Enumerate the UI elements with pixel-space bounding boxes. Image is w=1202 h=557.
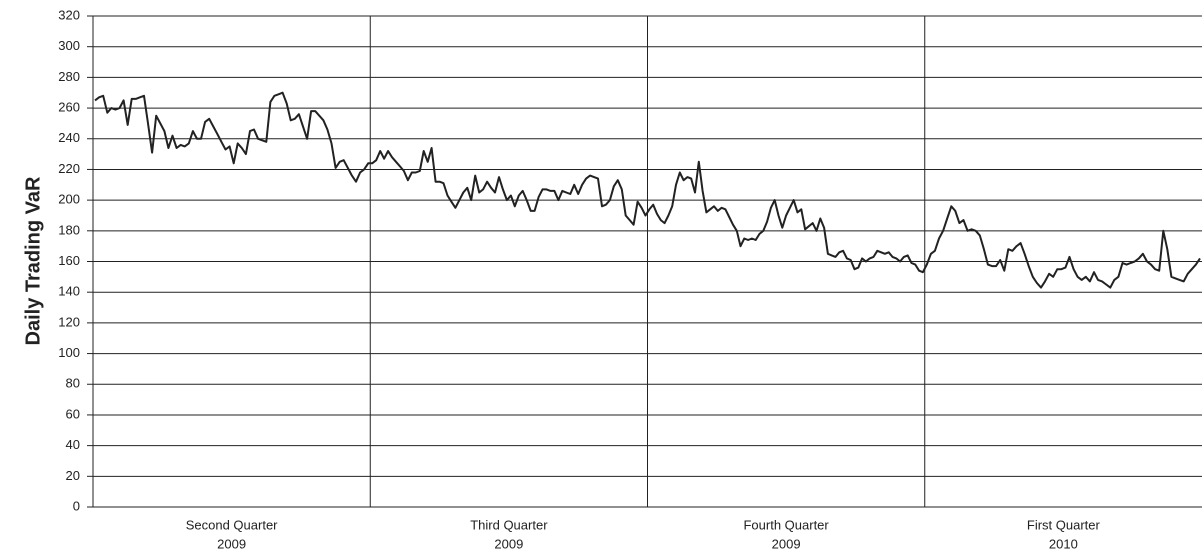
x-tick-label: Second Quarter — [186, 517, 278, 532]
y-axis-label: Daily Trading VaR — [22, 176, 44, 346]
x-tick-label: 2010 — [1049, 536, 1078, 551]
y-tick-label: 260 — [58, 100, 80, 115]
y-tick-label: 180 — [58, 222, 80, 237]
x-tick-label: 2009 — [772, 536, 801, 551]
x-tick-label: Third Quarter — [470, 517, 548, 532]
y-tick-label: 160 — [58, 253, 80, 268]
y-tick-label: 140 — [58, 284, 80, 299]
y-tick-label: 20 — [66, 468, 80, 483]
var-line — [94, 91, 1201, 289]
y-tick-label: 120 — [58, 314, 80, 329]
y-tick-label: 100 — [58, 345, 80, 360]
y-tick-label: 280 — [58, 69, 80, 84]
y-tick-label: 40 — [66, 437, 80, 452]
x-tick-label: First Quarter — [1027, 517, 1101, 532]
y-tick-label: 0 — [73, 498, 80, 513]
x-tick-label: 2009 — [217, 536, 246, 551]
y-tick-label: 240 — [58, 130, 80, 145]
y-tick-label: 200 — [58, 192, 80, 207]
y-tick-label: 320 — [58, 7, 80, 22]
y-tick-label: 80 — [66, 376, 80, 391]
y-tick-label: 60 — [66, 406, 80, 421]
x-tick-label: 2009 — [494, 536, 523, 551]
y-tick-label: 300 — [58, 38, 80, 53]
x-tick-label: Fourth Quarter — [743, 517, 829, 532]
y-tick-label: 220 — [58, 161, 80, 176]
